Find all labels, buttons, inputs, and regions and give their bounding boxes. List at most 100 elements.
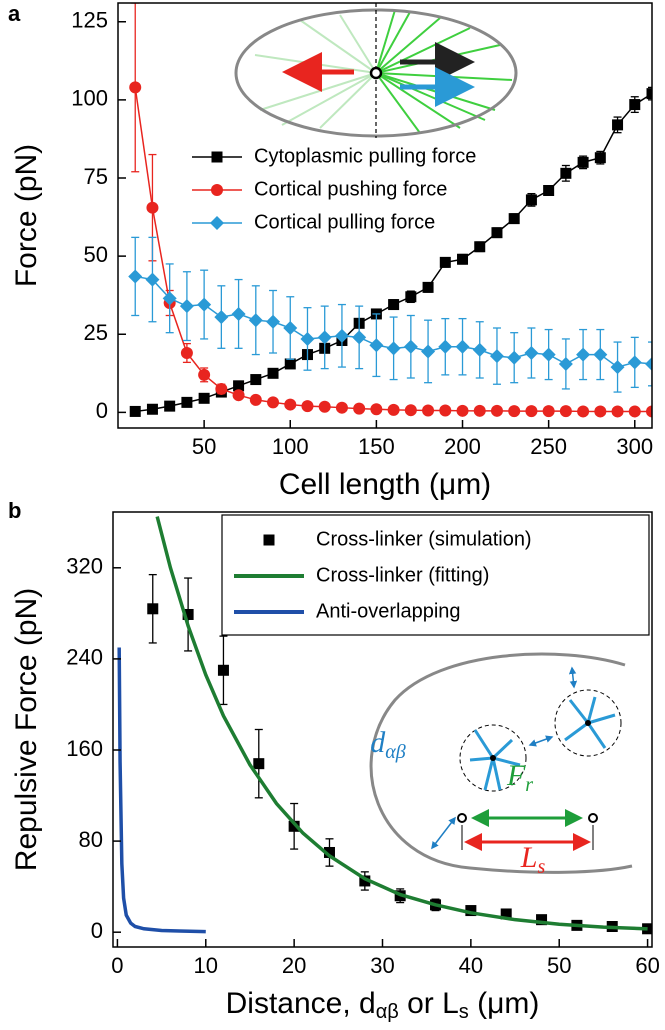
marker [284,358,296,370]
marker [359,875,371,887]
x-tick-label: 60 [635,953,659,978]
marker [323,846,335,858]
marker [369,338,384,353]
marker [500,908,512,920]
series-line [155,516,648,931]
y-tick-label: 75 [84,164,108,189]
marker [474,241,486,253]
marker [508,213,520,225]
marker [455,339,470,354]
x-axis-label-part: or L [399,987,459,1020]
marker [542,405,555,418]
legend-label: Anti-overlapping [316,600,461,622]
marker [301,400,314,413]
marker [456,404,469,417]
marker [215,382,228,395]
marker [525,405,538,418]
marker [404,404,417,417]
marker [465,905,477,917]
marker [541,347,556,362]
marker [439,404,452,417]
x-tick-label: 50 [192,434,216,459]
marker [253,758,265,770]
marker [611,405,624,418]
marker [576,347,591,362]
y-axis-label: Repulsive Force (pN) [10,588,43,871]
x-tick-label: 30 [370,953,394,978]
x-axis-label: Distance, dαβ or Ls (μm) [226,987,540,1023]
marker [536,914,548,926]
marker [180,347,193,359]
y-tick-label: 80 [79,827,103,852]
x-axis-label-part: αβ [376,1001,399,1023]
marker [162,291,177,306]
marker [147,603,159,615]
marker [231,306,246,321]
marker [646,88,652,100]
marker [249,393,262,406]
marker [128,269,143,284]
y-tick-label: 100 [71,86,108,111]
marker [594,152,606,164]
panel-label: a [8,1,21,26]
marker [211,184,223,196]
marker [211,151,223,163]
marker [300,331,315,346]
marker [146,201,159,214]
marker [164,400,176,412]
marker [473,404,486,417]
marker [421,344,436,359]
marker [405,291,417,303]
marker [559,405,572,418]
marker [182,608,194,620]
marker [317,330,332,345]
marker [232,389,245,402]
annotation-main: d [370,726,386,759]
x-tick-label: 250 [530,434,567,459]
marker [250,374,262,386]
marker [288,820,300,832]
marker [335,401,348,414]
annotation-sub: r [525,774,533,796]
marker [353,402,366,415]
panel-label: b [8,498,21,523]
marker [489,349,504,364]
error-bar [648,341,652,387]
x-tick-label: 300 [616,434,653,459]
marker [439,256,451,268]
annotation-main: L [520,841,538,874]
marker [629,99,641,111]
marker [577,156,589,168]
marker [266,314,281,329]
marker [525,194,537,206]
marker [198,392,210,404]
marker [543,185,555,196]
plot-frame [117,2,653,429]
marker [645,356,652,371]
marker [198,368,211,381]
marker [284,398,297,411]
marker [197,297,212,312]
marker [524,346,539,360]
marker [334,328,349,343]
plot-frame [112,511,653,948]
y-tick-label: 25 [84,320,108,345]
inset-cell-b [369,652,633,874]
x-tick-label: 20 [282,953,306,978]
marker [248,313,263,328]
marker [370,403,383,416]
marker [491,227,503,239]
marker [179,299,194,314]
marker [508,405,521,418]
x-axis-label-part: s [459,1001,469,1023]
x-tick-label: 0 [111,953,123,978]
marker [267,367,279,379]
annotation-sub: αβ [385,741,405,763]
marker [388,299,400,311]
marker [558,356,573,371]
marker [577,405,590,418]
marker [214,310,229,325]
marker [145,272,160,287]
y-tick-label: 160 [66,736,103,761]
legend-label: Cross-linker (simulation) [316,528,532,550]
